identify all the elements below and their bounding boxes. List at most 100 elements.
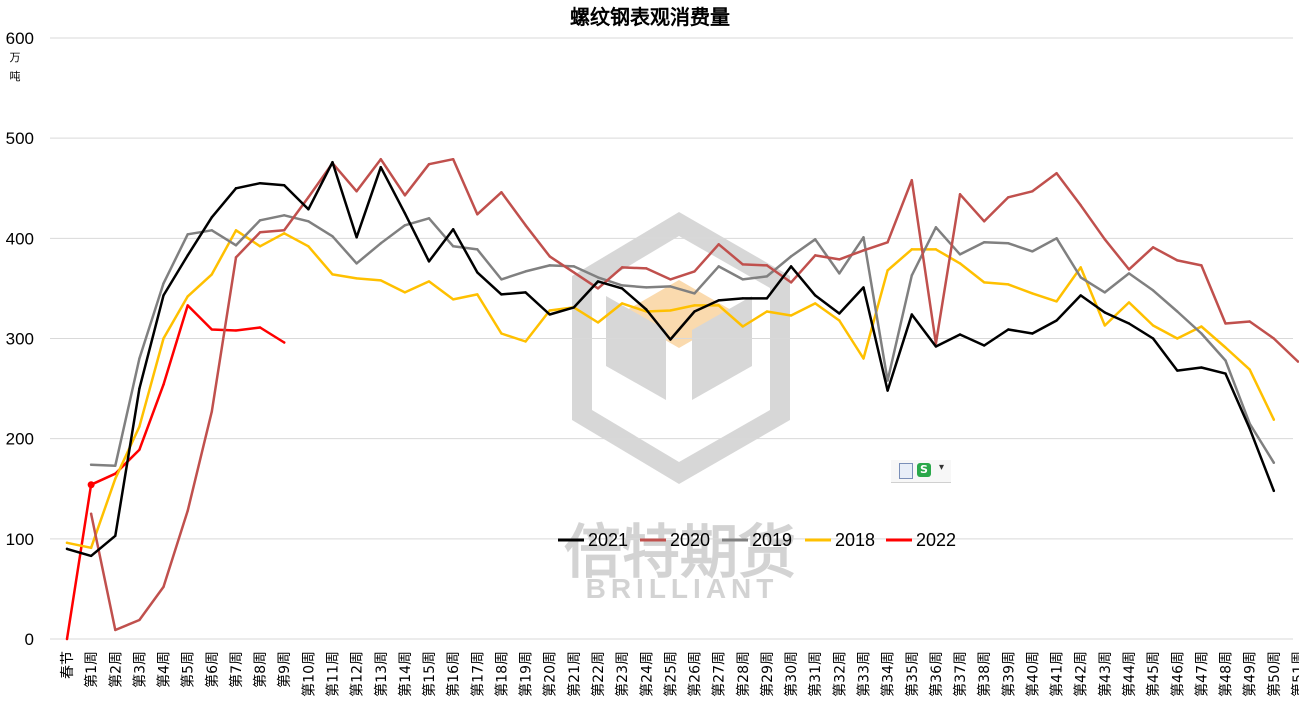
y-axis: 0 100 200 300 400 500 600 (6, 29, 34, 649)
chevron-down-icon[interactable]: ▾ (939, 462, 945, 473)
data-point-2020 (765, 264, 769, 267)
data-point-2019 (958, 253, 962, 256)
data-point-2019 (1103, 291, 1107, 294)
data-point-2019 (1151, 289, 1155, 292)
data-point-2021 (693, 310, 696, 313)
s-logo-icon[interactable]: S (917, 463, 931, 477)
data-point-2019 (234, 244, 238, 247)
selected-point-marker[interactable] (87, 481, 95, 489)
data-point-2019 (89, 463, 93, 466)
data-point-2019 (355, 262, 358, 265)
x-tick-label: 第17周 (469, 651, 486, 697)
data-point-2019 (114, 464, 117, 467)
y-unit-char-1: 万 (10, 51, 21, 64)
data-point-2018 (789, 314, 793, 317)
chart-edit-icon[interactable] (899, 463, 913, 479)
data-point-2018 (669, 309, 672, 312)
data-point-2021 (1272, 489, 1275, 492)
x-tick-label: 第12周 (349, 651, 366, 697)
data-point-2020 (1007, 196, 1010, 199)
data-point-2019 (403, 224, 407, 227)
x-tick-label: 第9周 (276, 651, 293, 688)
data-point-2021 (572, 306, 576, 309)
data-point-2018 (741, 325, 745, 328)
data-point-2020 (741, 263, 745, 266)
data-point-2018 (1055, 300, 1058, 303)
data-point-2021 (982, 344, 986, 347)
data-point-2021 (1103, 311, 1107, 314)
data-point-2020 (355, 190, 358, 193)
data-point-2020 (1079, 204, 1082, 207)
data-point-2021 (645, 308, 648, 311)
data-point-2019 (162, 282, 165, 285)
x-tick-label: 第42周 (1073, 651, 1090, 697)
x-tick-label: 第7周 (228, 651, 245, 688)
data-point-2019 (548, 264, 551, 267)
data-point-2021 (186, 254, 189, 257)
x-tick-label: 第26周 (687, 651, 704, 697)
series-line-2022 (65, 304, 286, 641)
x-tick-label: 春节 (60, 651, 76, 679)
data-point-2018 (258, 245, 262, 248)
data-point-2020 (717, 243, 720, 246)
data-point-2021 (355, 236, 358, 239)
watermark-brand-cn: 倍特期货 (564, 518, 796, 586)
data-point-2019 (283, 214, 286, 217)
x-tick-label: 第15周 (421, 651, 438, 697)
series-lines (65, 157, 1299, 641)
data-point-2019 (886, 379, 889, 382)
x-tick-label: 第43周 (1097, 651, 1114, 697)
data-point-2018 (620, 302, 624, 305)
x-tick-label: 第45周 (1145, 651, 1162, 697)
data-point-2020 (910, 179, 913, 182)
x-tick-label: 第13周 (373, 651, 390, 697)
y-tick-label: 300 (6, 330, 34, 349)
legend-label-2018: 2018 (835, 530, 875, 550)
legend-label-2020: 2020 (670, 530, 710, 550)
data-point-2019 (862, 236, 865, 239)
data-point-2020 (693, 270, 696, 273)
data-point-2022 (210, 328, 214, 331)
watermark-left-face (606, 296, 666, 400)
data-point-2018 (162, 337, 165, 340)
data-point-2020 (138, 618, 141, 622)
data-point-2020 (645, 267, 648, 270)
x-tick-label: 第23周 (614, 651, 631, 697)
data-point-2018 (1272, 418, 1275, 421)
data-point-2018 (1200, 325, 1203, 328)
data-point-2021 (1055, 319, 1058, 322)
data-point-2019 (258, 219, 262, 222)
data-point-2021 (1127, 322, 1131, 325)
x-tick-label: 第1周 (83, 651, 100, 688)
quick-analysis-toolbar[interactable]: S ▾ (891, 460, 951, 483)
data-point-2022 (65, 637, 69, 641)
data-point-2021 (403, 212, 407, 215)
data-point-2022 (114, 472, 117, 475)
data-point-2018 (524, 340, 527, 343)
data-point-2020 (476, 213, 479, 216)
data-point-2020 (524, 224, 527, 227)
data-point-2020 (862, 249, 865, 252)
data-point-2018 (307, 245, 310, 248)
data-point-2018 (186, 295, 189, 298)
data-point-2022 (258, 326, 262, 329)
legend: 2021 2020 2019 2018 2022 (558, 530, 956, 550)
data-point-2020 (500, 191, 503, 194)
data-point-2021 (1248, 427, 1251, 430)
y-tick-label: 400 (6, 229, 34, 248)
data-point-2021 (717, 299, 720, 302)
data-point-2021 (307, 208, 310, 211)
x-tick-label: 第2周 (107, 651, 124, 688)
x-tick-label: 第32周 (831, 651, 848, 697)
data-point-2019 (451, 245, 455, 248)
y-tick-label: 600 (6, 29, 34, 48)
data-point-2020 (1055, 172, 1058, 175)
data-point-2021 (934, 345, 938, 348)
data-point-2018 (1151, 324, 1155, 327)
data-point-2020 (1031, 190, 1034, 193)
data-point-2022 (283, 341, 286, 344)
x-tick-label: 第48周 (1218, 651, 1235, 697)
data-point-2021 (210, 216, 214, 219)
data-point-2018 (451, 298, 455, 301)
data-point-2020 (451, 158, 455, 161)
